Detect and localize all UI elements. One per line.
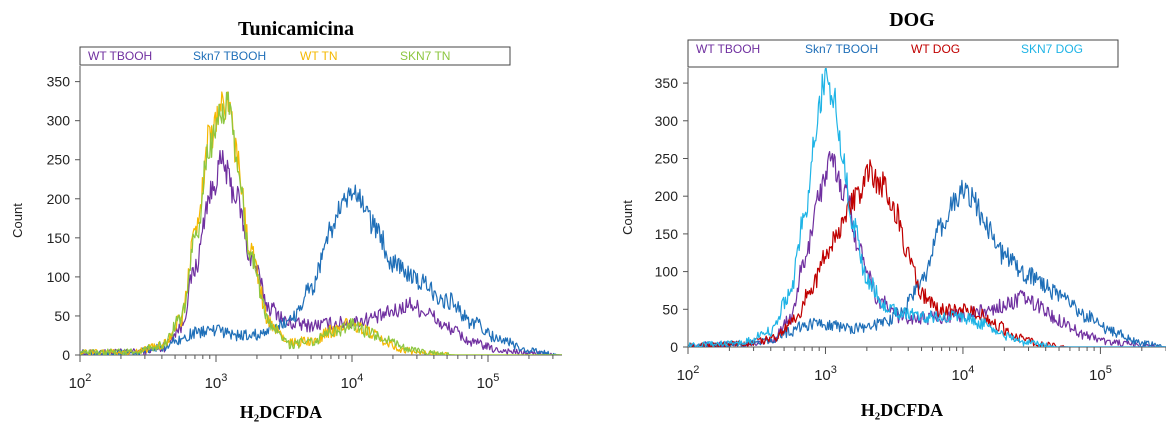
x-tick-mantissa: 10 (677, 367, 694, 384)
x-tick-exponent: 4 (357, 372, 363, 384)
y-tick-label: 150 (655, 226, 679, 242)
x-tick-mantissa: 10 (341, 375, 358, 392)
y-tick-label: 350 (655, 75, 679, 91)
y-tick-label: 100 (655, 264, 679, 280)
y-axis-label: Count (10, 203, 25, 238)
legend-entry: SKN7 DOG (1021, 42, 1083, 56)
x-tick-label: 104 (341, 372, 364, 392)
chart-panel-1: Tunicamicina WT TBOOH Skn7 TBOOH WT TN SKN7 … (10, 18, 562, 422)
legend-entry: WT TBOOH (696, 42, 760, 56)
x-axis-label: H₂DCFDA (240, 402, 322, 422)
series-line-wt-tbooh (80, 150, 562, 355)
legend-entry: WT TN (300, 49, 338, 63)
series-line-wt-dog (688, 159, 1166, 347)
x-tick-exponent: 5 (1106, 364, 1112, 376)
x-tick-label: 104 (952, 364, 975, 384)
y-tick-label: 250 (655, 150, 679, 166)
x-tick-exponent: 2 (85, 372, 91, 384)
legend-entry: WT TBOOH (88, 49, 152, 63)
x-tick-mantissa: 10 (814, 367, 831, 384)
x-tick-label: 102 (677, 364, 700, 384)
legend-box (687, 39, 1119, 68)
x-tick-label: 105 (1089, 364, 1112, 384)
x-tick-label: 103 (814, 364, 837, 384)
y-tick-label: 200 (655, 188, 679, 204)
x-tick-exponent: 2 (693, 364, 699, 376)
x-tick-mantissa: 10 (952, 367, 969, 384)
x-tick-label: 105 (477, 372, 500, 392)
legend-entry: WT DOG (911, 42, 960, 56)
series-line-skn7-dog (688, 68, 1166, 347)
y-tick-label: 0 (62, 347, 70, 363)
series-line-skn7-tbooh (688, 179, 1166, 347)
series-line-skn7-tbooh (80, 184, 562, 355)
chart-title: Tunicamicina (238, 18, 354, 40)
x-tick-mantissa: 10 (477, 375, 494, 392)
y-tick-label: 0 (670, 339, 678, 355)
chart-title: DOG (889, 9, 935, 31)
x-tick-label: 103 (205, 372, 228, 392)
x-tick-exponent: 5 (493, 372, 499, 384)
y-tick-label: 250 (47, 152, 71, 168)
series-line-wt-tn (80, 91, 562, 355)
x-tick-exponent: 4 (968, 364, 974, 376)
y-tick-label: 150 (47, 230, 71, 246)
legend-entry: Skn7 TBOOH (805, 42, 878, 56)
y-tick-label: 300 (655, 113, 679, 129)
y-tick-label: 200 (47, 191, 71, 207)
y-tick-label: 50 (662, 301, 678, 317)
y-tick-label: 350 (47, 74, 71, 90)
x-axis-label: H₂DCFDA (861, 400, 943, 420)
y-tick-label: 50 (54, 308, 70, 324)
series-line-skn7-tn (80, 91, 562, 355)
chart-panel-2: DOG WT TBOOH Skn7 TBOOH WT DOG SKN7 DOG 0 50 10… (620, 9, 1166, 420)
x-tick-mantissa: 10 (1089, 367, 1106, 384)
x-tick-exponent: 3 (221, 372, 227, 384)
x-tick-mantissa: 10 (69, 375, 86, 392)
x-tick-exponent: 3 (831, 364, 837, 376)
x-tick-mantissa: 10 (205, 375, 222, 392)
y-tick-label: 100 (47, 269, 71, 285)
legend-box (79, 46, 511, 66)
x-tick-label: 102 (69, 372, 92, 392)
legend-entry: Skn7 TBOOH (193, 49, 266, 63)
legend-entry: SKN7 TN (400, 49, 450, 63)
y-axis-label: Count (620, 200, 635, 235)
y-tick-label: 300 (47, 113, 71, 129)
